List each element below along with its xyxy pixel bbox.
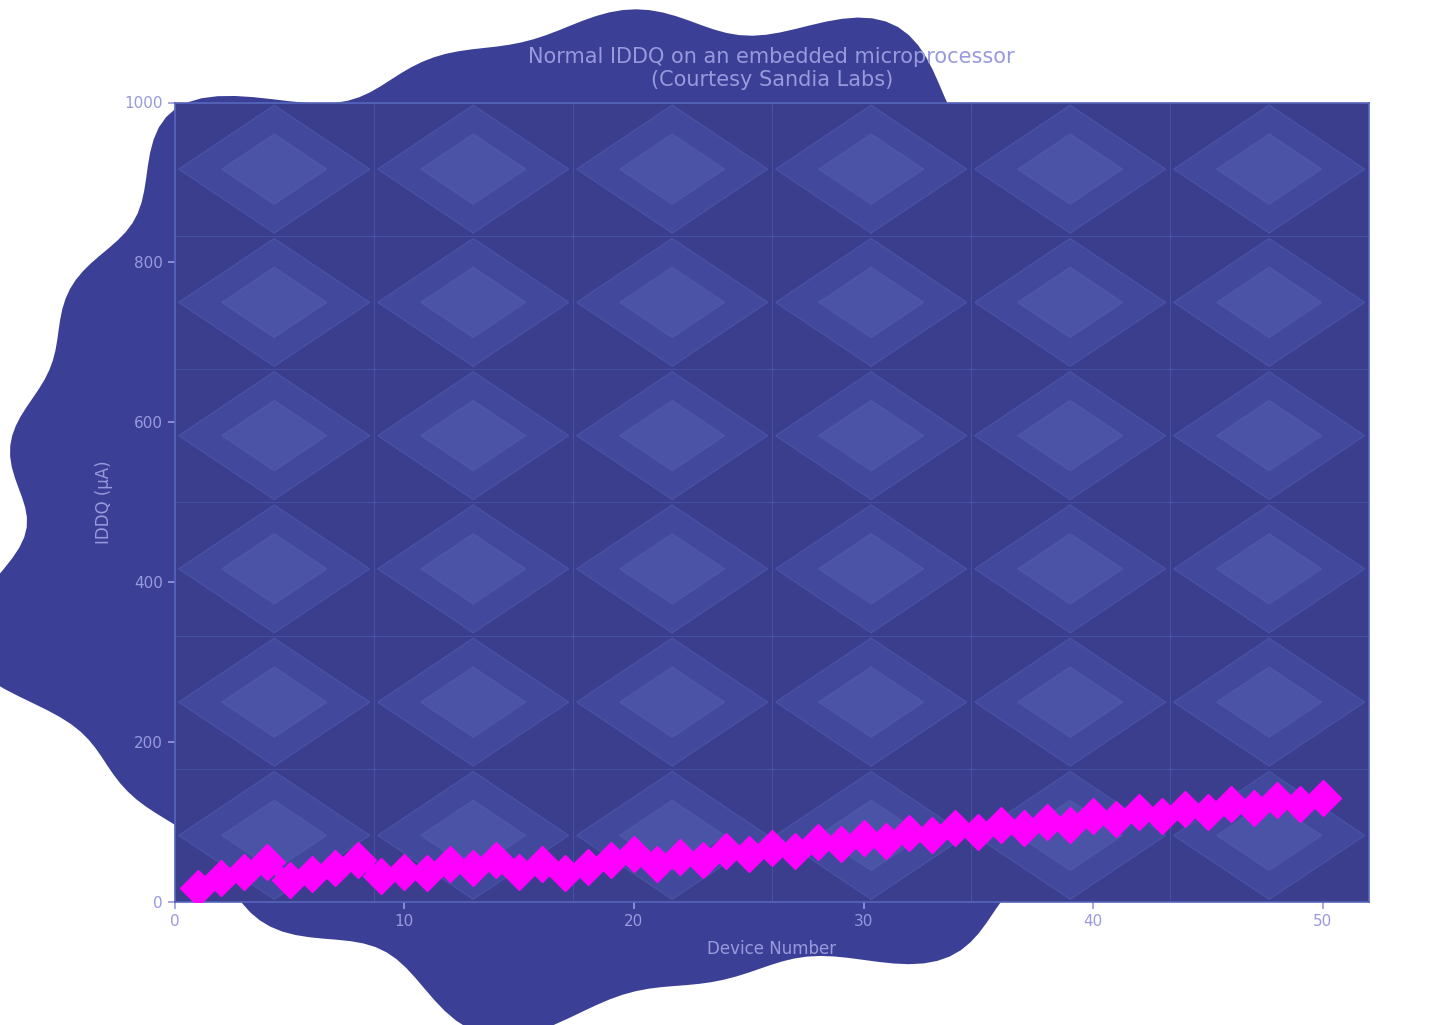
Polygon shape xyxy=(974,505,1166,632)
Polygon shape xyxy=(1217,801,1322,870)
Polygon shape xyxy=(1018,534,1123,604)
Polygon shape xyxy=(1018,268,1123,337)
Polygon shape xyxy=(1018,401,1123,470)
Polygon shape xyxy=(974,772,1166,899)
Polygon shape xyxy=(776,772,967,899)
Polygon shape xyxy=(1018,667,1123,737)
Polygon shape xyxy=(1217,401,1322,470)
Polygon shape xyxy=(179,372,370,499)
Polygon shape xyxy=(221,534,326,604)
Polygon shape xyxy=(974,372,1166,499)
Polygon shape xyxy=(1217,134,1322,204)
Polygon shape xyxy=(776,239,967,366)
Polygon shape xyxy=(1217,268,1322,337)
Polygon shape xyxy=(577,639,767,766)
Polygon shape xyxy=(179,106,370,233)
Polygon shape xyxy=(221,401,326,470)
Polygon shape xyxy=(179,505,370,632)
Polygon shape xyxy=(179,639,370,766)
Polygon shape xyxy=(1018,134,1123,204)
Polygon shape xyxy=(377,106,569,233)
Polygon shape xyxy=(577,772,767,899)
Y-axis label: IDDQ (µA): IDDQ (µA) xyxy=(95,460,114,544)
Polygon shape xyxy=(620,134,725,204)
Polygon shape xyxy=(1018,801,1123,870)
Polygon shape xyxy=(179,239,370,366)
Polygon shape xyxy=(221,801,326,870)
Polygon shape xyxy=(974,106,1166,233)
Polygon shape xyxy=(776,639,967,766)
Polygon shape xyxy=(377,639,569,766)
Polygon shape xyxy=(221,268,326,337)
Polygon shape xyxy=(1174,505,1364,632)
Polygon shape xyxy=(577,106,767,233)
Polygon shape xyxy=(421,134,526,204)
Polygon shape xyxy=(421,801,526,870)
Polygon shape xyxy=(818,401,923,470)
Polygon shape xyxy=(818,667,923,737)
Polygon shape xyxy=(1174,372,1364,499)
Polygon shape xyxy=(776,505,967,632)
Polygon shape xyxy=(577,505,767,632)
Polygon shape xyxy=(974,639,1166,766)
Polygon shape xyxy=(421,268,526,337)
Polygon shape xyxy=(818,268,923,337)
Polygon shape xyxy=(421,401,526,470)
Polygon shape xyxy=(377,505,569,632)
Polygon shape xyxy=(818,534,923,604)
Polygon shape xyxy=(377,772,569,899)
Polygon shape xyxy=(776,106,967,233)
Polygon shape xyxy=(818,134,923,204)
Polygon shape xyxy=(577,239,767,366)
Title: Normal IDDQ on an embedded microprocessor
(Courtesy Sandia Labs): Normal IDDQ on an embedded microprocesso… xyxy=(529,46,1015,90)
Polygon shape xyxy=(818,801,923,870)
Polygon shape xyxy=(776,372,967,499)
Polygon shape xyxy=(1217,667,1322,737)
Polygon shape xyxy=(620,667,725,737)
Polygon shape xyxy=(1174,106,1364,233)
Polygon shape xyxy=(1174,772,1364,899)
Polygon shape xyxy=(1174,639,1364,766)
Polygon shape xyxy=(620,268,725,337)
Polygon shape xyxy=(421,667,526,737)
Polygon shape xyxy=(421,534,526,604)
Polygon shape xyxy=(1174,239,1364,366)
Polygon shape xyxy=(179,772,370,899)
Polygon shape xyxy=(221,667,326,737)
Polygon shape xyxy=(377,239,569,366)
Polygon shape xyxy=(377,372,569,499)
Polygon shape xyxy=(620,534,725,604)
Polygon shape xyxy=(974,239,1166,366)
Polygon shape xyxy=(1217,534,1322,604)
Polygon shape xyxy=(577,372,767,499)
Polygon shape xyxy=(620,801,725,870)
Polygon shape xyxy=(620,401,725,470)
Polygon shape xyxy=(0,9,1290,1025)
Polygon shape xyxy=(221,134,326,204)
X-axis label: Device Number: Device Number xyxy=(708,940,836,958)
